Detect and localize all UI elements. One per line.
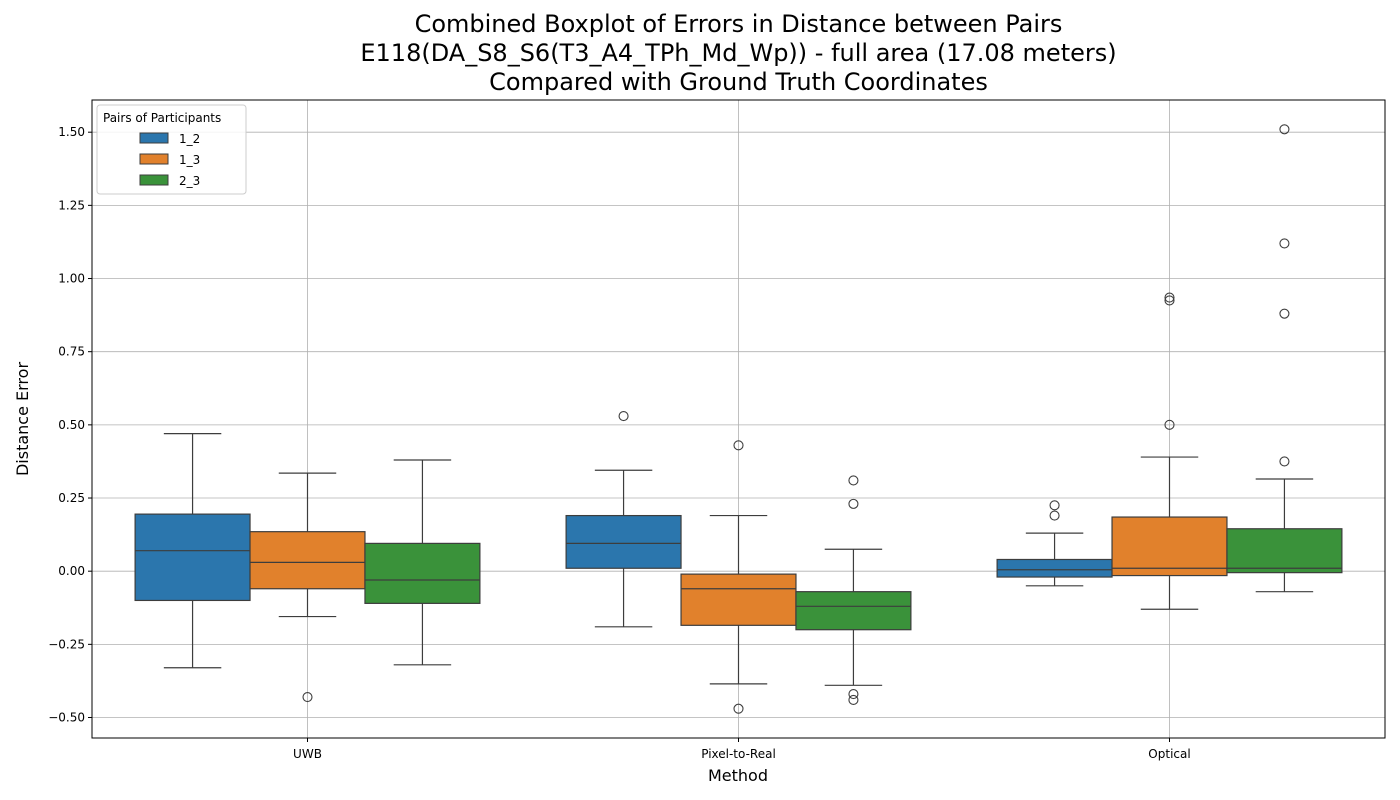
box-layer: [134, 124, 1343, 714]
legend-title: Pairs of Participants: [103, 111, 221, 125]
outlier-point: [848, 498, 859, 509]
legend-frame: [96, 104, 247, 195]
box-1_2-Pixel-to-Real: [565, 514, 682, 569]
outlier-point: [1049, 500, 1060, 511]
outlier-point: [1279, 308, 1290, 319]
legend: Pairs of Participants 1_2 1_3 2_3: [96, 104, 247, 195]
tick-layer: −0.50 −0.25 0.00 0.25 0.50 0.75 1.00 1.25 1.50 UW…: [48, 125, 1190, 761]
outlier-point: [1164, 295, 1175, 306]
x-tick-label: Optical: [1148, 747, 1190, 761]
chart-title-line-2: E118(DA_S8_S6(T3_A4_TPh_Md_Wp)) - full a…: [360, 39, 1117, 67]
outlier-point: [302, 691, 313, 703]
x-tick-label: UWB: [293, 747, 322, 761]
box-2_3-Pixel-to-Real: [795, 591, 912, 631]
outlier-point: [733, 440, 744, 451]
outlier-point: [848, 689, 859, 700]
y-axis-label: Distance Error: [13, 362, 32, 476]
outlier-point: [1164, 292, 1175, 303]
box-2_3-Optical: [1226, 528, 1343, 574]
y-tick-label: 0.50: [58, 418, 85, 432]
chart-title-line-1: Combined Boxplot of Errors in Distance b…: [414, 10, 1063, 38]
x-axis-label: Method: [708, 766, 768, 785]
legend-label: 1_2: [179, 132, 200, 146]
outlier-point: [618, 411, 629, 422]
chart-title: Combined Boxplot of Errors in Distance b…: [92, 10, 1385, 97]
legend-swatch: [139, 153, 169, 165]
y-tick-label: 1.50: [58, 125, 85, 139]
y-tick-label: −0.50: [48, 711, 85, 725]
chart-title-line-3: Compared with Ground Truth Coordinates: [489, 68, 988, 96]
outlier-point: [1279, 238, 1290, 249]
outlier-point: [1164, 419, 1175, 430]
outlier-point: [1279, 124, 1290, 135]
box-1_2-Optical: [996, 558, 1113, 578]
legend-swatch: [139, 174, 169, 186]
y-tick-label: 0.00: [58, 564, 85, 578]
legend-swatch: [139, 132, 169, 144]
outlier-point: [848, 694, 859, 706]
outlier-point: [1279, 456, 1290, 467]
box-1_3-Pixel-to-Real: [680, 573, 797, 626]
outlier-point: [848, 475, 859, 486]
box-1_2-UWB: [134, 513, 251, 602]
outlier-point: [733, 703, 744, 714]
y-tick-label: 0.75: [58, 345, 85, 359]
y-tick-label: −0.25: [48, 637, 85, 651]
box-1_3-Optical: [1111, 516, 1228, 577]
y-tick-label: 0.25: [58, 491, 85, 505]
legend-label: 1_3: [179, 153, 200, 167]
legend-label: 2_3: [179, 174, 200, 188]
box-2_3-UWB: [364, 542, 481, 604]
outlier-point: [1049, 510, 1060, 521]
box-1_3-UWB: [249, 531, 366, 590]
x-tick-label: Pixel-to-Real: [701, 747, 776, 761]
y-tick-label: 1.25: [58, 198, 85, 212]
y-tick-label: 1.00: [58, 272, 85, 286]
